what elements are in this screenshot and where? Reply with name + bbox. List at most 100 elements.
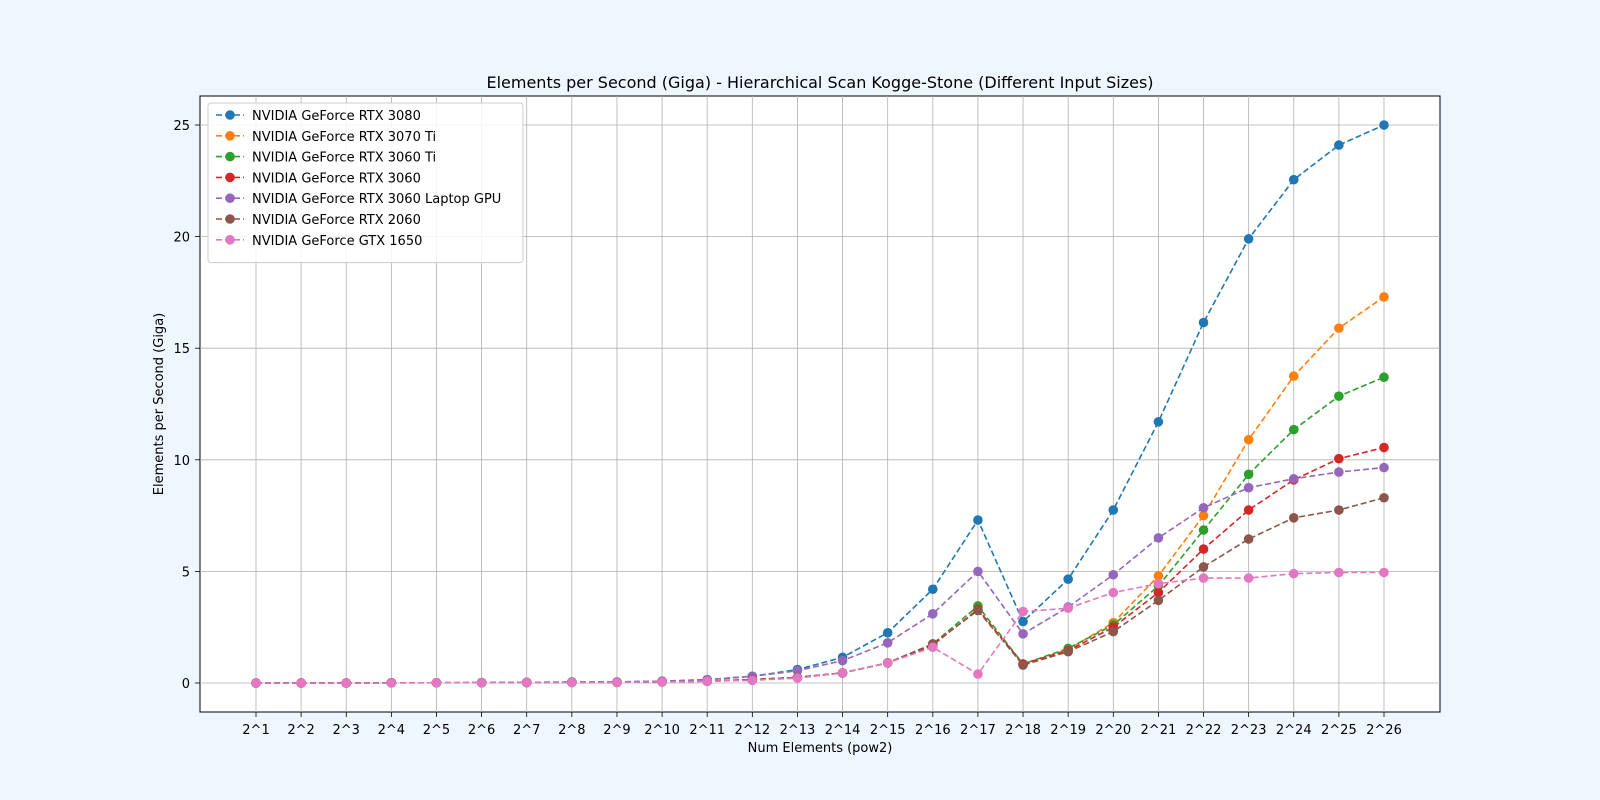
x-tick-label: 2^24	[1276, 723, 1312, 738]
x-tick-label: 2^1	[242, 723, 269, 738]
x-tick-label: 2^12	[734, 723, 770, 738]
data-point	[1153, 595, 1164, 606]
data-point	[1288, 473, 1299, 484]
legend-marker	[225, 151, 235, 162]
x-tick-label: 2^15	[870, 723, 906, 738]
legend-label: NVIDIA GeForce RTX 3080	[252, 109, 421, 124]
data-point	[1243, 573, 1254, 583]
data-point	[1198, 562, 1209, 572]
data-point	[837, 668, 848, 678]
legend: NVIDIA GeForce RTX 3080 NVIDIA GeForce RT…	[207, 102, 524, 264]
legend-label: NVIDIA GeForce RTX 3070 Ti	[252, 130, 436, 145]
data-point	[1334, 567, 1344, 578]
legend-item: NVIDIA GeForce RTX 3060	[216, 171, 421, 186]
data-point	[567, 677, 577, 688]
x-axis-label: Num Elements (pow2)	[748, 741, 893, 756]
legend-item: NVIDIA GeForce RTX 2060	[216, 213, 421, 228]
data-point	[1379, 567, 1389, 578]
data-point	[1198, 544, 1209, 554]
data-point	[882, 627, 893, 638]
legend-marker	[225, 235, 235, 245]
data-point	[1334, 140, 1344, 150]
legend-label: NVIDIA GeForce RTX 3060 Ti	[252, 151, 436, 166]
y-tick-label: 0	[182, 677, 190, 692]
data-point	[1379, 442, 1389, 453]
data-point	[1334, 391, 1344, 401]
x-tick-label: 2^2	[287, 723, 314, 738]
x-tick-label: 2^4	[378, 723, 405, 738]
data-point	[1334, 467, 1344, 477]
x-tick-label: 2^16	[915, 723, 951, 738]
data-point	[1018, 606, 1028, 617]
data-point	[386, 678, 397, 688]
legend-item: NVIDIA GeForce RTX 3060 Ti	[216, 151, 436, 166]
x-tick-label: 2^5	[423, 723, 450, 738]
data-point	[1243, 505, 1254, 515]
series-line	[256, 446, 1385, 684]
data-point	[1108, 569, 1119, 580]
data-point	[973, 566, 983, 577]
series-7	[251, 567, 1389, 688]
series-line	[256, 466, 1385, 684]
legend-item: NVIDIA GeForce RTX 3080	[216, 109, 421, 124]
data-point	[1198, 510, 1209, 521]
x-tick-label: 2^26	[1366, 723, 1402, 738]
x-tick-label: 2^22	[1186, 723, 1222, 738]
legend-item: NVIDIA GeForce GTX 1650	[216, 234, 422, 249]
series-lines	[251, 120, 1389, 688]
y-axis-ticks: 0 5 10 15 20 25	[173, 119, 200, 692]
data-point	[1243, 234, 1254, 244]
data-point	[1288, 424, 1299, 435]
data-point	[702, 676, 712, 686]
data-point	[1063, 574, 1073, 585]
x-tick-label: 2^19	[1050, 723, 1086, 738]
data-point	[1379, 492, 1389, 503]
data-point	[1379, 462, 1389, 473]
x-tick-label: 2^9	[603, 723, 630, 738]
data-point	[882, 638, 893, 648]
y-tick-label: 25	[173, 119, 190, 134]
grid	[200, 96, 1440, 712]
data-point	[1288, 568, 1299, 579]
data-point	[1334, 323, 1344, 333]
legend-marker	[225, 193, 235, 203]
x-axis-ticks: 2^1 2^2 2^3 2^4 2^5 2^6 2^7 2^8 2^9 2^10 2^11 2^12 2…	[242, 712, 1402, 738]
x-tick-label: 2^13	[780, 723, 816, 738]
data-point	[1018, 629, 1028, 639]
data-point	[1153, 571, 1164, 581]
x-tick-label: 2^6	[468, 723, 495, 738]
data-point	[1153, 578, 1164, 589]
data-point	[1288, 513, 1299, 523]
data-point	[1334, 505, 1344, 515]
chart-title: Elements per Second (Giga) - Hierarchica…	[486, 73, 1153, 92]
x-tick-label: 2^10	[644, 723, 680, 738]
data-point	[1153, 533, 1164, 543]
data-point	[1063, 603, 1073, 614]
y-axis-label: Elements per Second (Giga)	[152, 313, 167, 495]
x-tick-label: 2^17	[960, 723, 996, 738]
data-point	[1334, 453, 1344, 464]
data-point	[612, 677, 622, 688]
data-point	[1379, 292, 1389, 302]
data-point	[1243, 434, 1254, 445]
legend-marker	[225, 172, 235, 183]
data-point	[1243, 534, 1254, 544]
x-tick-label: 2^7	[513, 723, 540, 738]
data-point	[1198, 573, 1209, 583]
x-tick-label: 2^8	[558, 723, 585, 738]
x-tick-label: 2^25	[1321, 723, 1357, 738]
data-point	[431, 677, 442, 688]
series-line	[256, 296, 1385, 684]
data-point	[1198, 317, 1209, 328]
data-point	[1108, 505, 1119, 515]
legend-item: NVIDIA GeForce RTX 3070 Ti	[216, 130, 436, 145]
legend-marker	[225, 110, 235, 120]
data-point	[1379, 120, 1389, 130]
legend-box	[207, 102, 524, 264]
data-point	[973, 515, 983, 525]
data-point	[521, 677, 532, 688]
data-point	[1288, 371, 1299, 381]
data-point	[1379, 372, 1389, 383]
x-tick-label: 2^18	[1005, 723, 1041, 738]
